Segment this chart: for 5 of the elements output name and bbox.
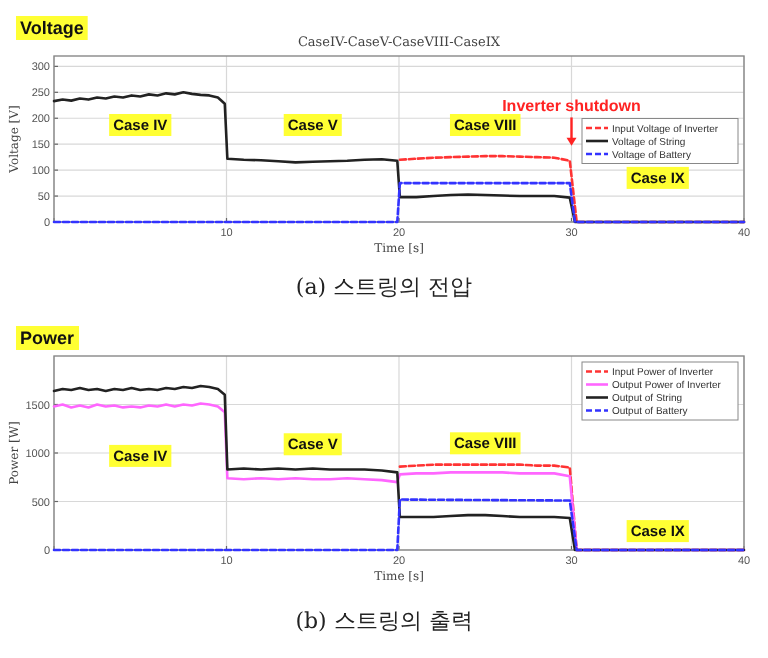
text: (b) 스트링의 출력 (295, 608, 473, 634)
ref-line-label: Inverter shutdown (502, 97, 642, 116)
text: Voltage (20, 18, 84, 38)
text: Power (20, 328, 76, 348)
text: (a) 스트링의 전압 (295, 274, 473, 300)
